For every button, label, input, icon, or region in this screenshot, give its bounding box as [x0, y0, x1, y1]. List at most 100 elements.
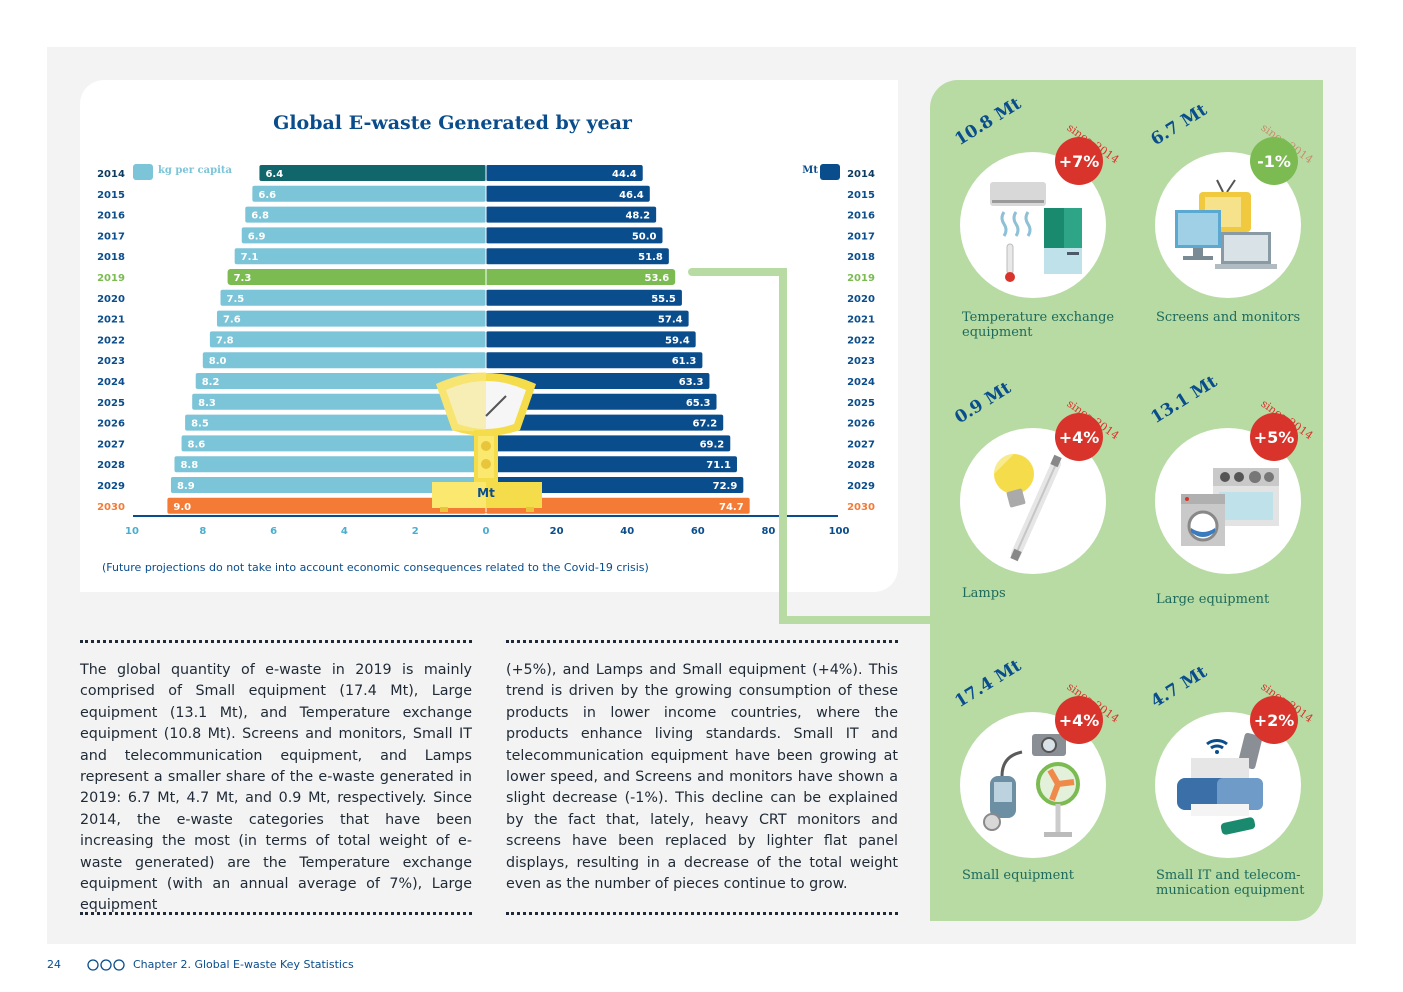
bar-mt — [486, 165, 643, 181]
category-circle — [960, 152, 1106, 298]
category-label: Temperature exchange equipment — [962, 310, 1115, 340]
year-label-left: 2029 — [97, 481, 125, 492]
category-label: Small IT and telecom-munication equipmen… — [1156, 868, 1305, 898]
year-label-left: 2023 — [97, 356, 125, 367]
bar-mt — [486, 456, 737, 473]
bar-kg-per-capita — [195, 373, 486, 389]
year-label-left: 2030 — [97, 502, 125, 513]
year-label-left: 2021 — [97, 315, 125, 326]
bar-mt — [486, 352, 703, 369]
year-label-left: 2025 — [97, 398, 125, 409]
divider-top-right — [506, 640, 898, 643]
mt-value-label: 55.5 — [651, 294, 676, 305]
bar-kg-per-capita — [245, 206, 486, 223]
change-badge: +4% — [1055, 413, 1103, 461]
mt-value-label: 74.7 — [719, 502, 744, 513]
bar-kg-per-capita — [209, 331, 486, 348]
year-label-left: 2017 — [97, 231, 125, 242]
left-tick-label: 8 — [199, 526, 206, 537]
divider-top-left — [80, 640, 472, 643]
bar-kg-per-capita — [185, 414, 486, 431]
year-label-left: 2028 — [97, 460, 125, 471]
year-label-right: 2017 — [847, 231, 875, 242]
year-label-right: 2028 — [847, 460, 875, 471]
chapter-dots-icon — [87, 959, 125, 971]
kg-value-label: 8.5 — [191, 419, 209, 430]
printer-phone-usb-icon — [1177, 732, 1263, 835]
bar-mt — [486, 393, 717, 410]
mt-value-label: 63.3 — [679, 377, 704, 388]
bar-kg-per-capita — [167, 497, 486, 514]
mt-value-label: 69.2 — [700, 439, 725, 450]
year-label-left: 2019 — [97, 273, 125, 284]
bar-mt — [486, 185, 650, 202]
bar-mt — [486, 373, 710, 389]
bar-mt — [486, 477, 744, 493]
bar-kg-per-capita — [234, 248, 486, 265]
year-label-right: 2021 — [847, 315, 875, 326]
kg-value-label: 8.6 — [188, 439, 206, 450]
kg-value-label: 7.3 — [234, 273, 252, 284]
kg-value-label: 6.8 — [251, 211, 269, 222]
vacuum-fan-camera-icon — [983, 734, 1080, 837]
body-text-column-1: The global quantity of e-waste in 2019 i… — [80, 662, 472, 914]
left-tick-label: 2 — [412, 526, 419, 537]
bar-mt — [486, 289, 682, 306]
bar-kg-per-capita — [170, 477, 486, 493]
category-label: Large equipment — [1156, 592, 1270, 607]
washing-machine-stove-icon — [1181, 468, 1279, 546]
bar-mt — [486, 435, 731, 452]
year-label-left: 2026 — [97, 419, 125, 430]
year-label-right: 2020 — [847, 294, 875, 305]
change-badge: +5% — [1250, 413, 1298, 461]
chapter-title: Chapter 2. Global E-waste Key Statistics — [133, 958, 354, 971]
year-label-left: 2018 — [97, 252, 125, 263]
bar-kg-per-capita — [202, 352, 487, 369]
bar-kg-per-capita — [241, 227, 486, 244]
mt-value-label: 51.8 — [638, 252, 663, 263]
left-tick-label: 4 — [341, 526, 348, 537]
category-circle — [1155, 428, 1301, 574]
year-label-right: 2027 — [847, 439, 875, 450]
year-label-right: 2030 — [847, 502, 875, 513]
bar-mt — [486, 414, 724, 431]
year-label-left: 2022 — [97, 335, 125, 346]
category-label: Small equipment — [962, 868, 1074, 883]
chart-title: Global E-waste Generated by year — [273, 112, 632, 134]
category-label: Lamps — [962, 586, 1006, 601]
body-text-column-2: (+5%), and Lamps and Small equipment (+4… — [506, 662, 898, 893]
page-number: 24 — [47, 958, 61, 971]
right-tick-label: 100 — [829, 526, 850, 537]
year-label-right: 2015 — [847, 190, 875, 201]
bar-kg-per-capita — [181, 435, 486, 452]
mt-value-label: 57.4 — [658, 315, 683, 326]
kg-value-label: 7.1 — [241, 252, 259, 263]
year-label-right: 2026 — [847, 419, 875, 430]
chart-note: (Future projections do not take into acc… — [102, 561, 649, 574]
mt-value-label: 44.4 — [612, 169, 637, 180]
scale-label: Mt — [477, 486, 495, 500]
bar-highlight-2019 — [227, 269, 676, 285]
right-tick-label: 40 — [620, 526, 634, 537]
kg-value-label: 8.3 — [198, 398, 216, 409]
kg-value-label: 6.6 — [258, 190, 276, 201]
year-label-right: 2019 — [847, 273, 875, 284]
year-label-right: 2014 — [847, 169, 875, 180]
year-label-left: 2020 — [97, 294, 125, 305]
legend-mt-swatch — [820, 164, 840, 180]
mt-value-label: 59.4 — [665, 335, 690, 346]
kg-value-label: 6.4 — [265, 169, 283, 180]
lamp-bulb-icon — [994, 454, 1062, 562]
mt-value-label: 71.1 — [706, 460, 731, 471]
divider-bottom-left — [80, 912, 472, 915]
kg-value-label: 7.5 — [227, 294, 245, 305]
bar-kg-per-capita — [216, 310, 486, 327]
bar-mt — [486, 331, 696, 348]
right-tick-label: 60 — [691, 526, 705, 537]
kg-value-label: 6.9 — [248, 231, 266, 242]
year-label-right: 2022 — [847, 335, 875, 346]
mt-value-label: 67.2 — [693, 419, 718, 430]
right-tick-label: 80 — [761, 526, 775, 537]
kg-value-label: 8.8 — [180, 460, 198, 471]
